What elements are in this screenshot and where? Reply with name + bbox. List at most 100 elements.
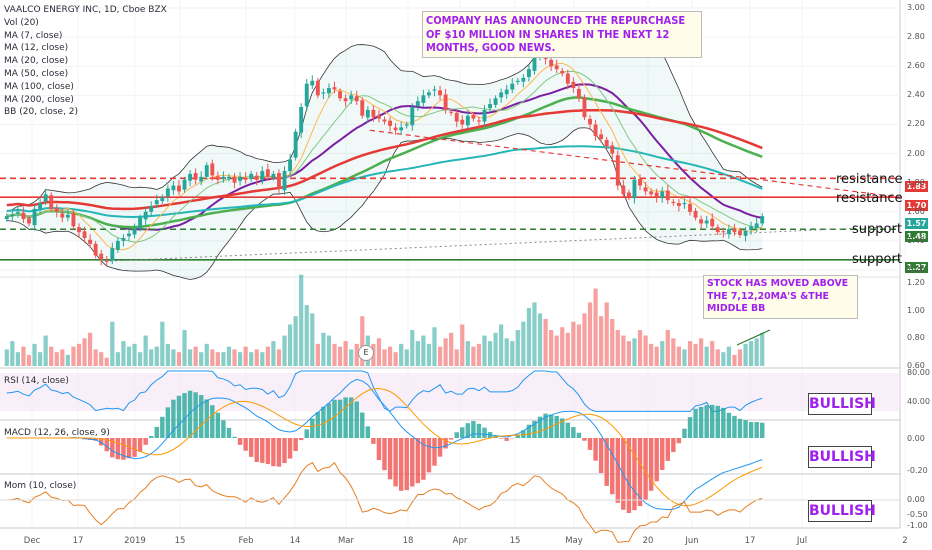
volume-bar [449,332,454,366]
price-tag-1.83: 1.83 [905,181,928,192]
volume-bar [110,321,115,366]
volume-bar [737,349,743,366]
volume-bar [421,335,426,366]
volume-bar [399,343,404,366]
macd-histogram-bar [660,438,665,470]
macd-histogram-bar [254,438,259,462]
candle-body [688,203,692,212]
legend-ma50[interactable]: MA (50, close) [4,68,69,79]
legend-ma7[interactable]: MA (7, close) [4,30,63,41]
candle-body [38,203,43,209]
candle-body [288,159,293,172]
legend-ma100[interactable]: MA (100, close) [4,81,74,92]
macd-histogram-bar [610,438,615,495]
candle-body [327,88,331,94]
macd-histogram-bar [576,432,582,438]
volume-bar [271,341,276,366]
volume-bar [54,352,59,366]
volume-bar [154,346,159,366]
mom-legend[interactable]: Mom (10, close) [4,481,77,491]
candle-body [460,119,465,125]
volume-bar [187,349,193,366]
volume-bar [210,349,215,366]
candle-body [599,134,604,139]
volume-bar [754,338,759,366]
candle-body [349,95,354,100]
volume-bar [132,343,137,366]
macd-histogram-bar [571,427,576,438]
macd-histogram-bar [426,438,432,473]
macd-histogram-bar [732,415,737,438]
candle-body [388,120,392,126]
macd-histogram-bar [743,420,748,438]
candle-body [188,173,193,181]
macd-histogram-bar [421,438,426,480]
macd-histogram-bar [215,412,221,438]
volume-bar [137,352,143,366]
macd-histogram-bar [615,438,621,503]
volume-bar [326,335,332,366]
macd-legend[interactable]: MACD (12, 26, close, 9) [4,428,110,438]
candle-body [371,109,376,118]
volume-bar [593,288,598,366]
macd-histogram-bar [498,438,504,439]
macd-histogram-bar [532,420,537,438]
price-tag-last: 1.57 [905,218,928,229]
macd-histogram-bar [310,418,315,438]
candle-body [504,89,509,95]
candle-body [638,178,642,186]
candle-body [121,237,126,241]
macd-histogram-bar [232,436,237,438]
ma-annotation: STOCK HAS MOVED ABOVE THE 7,12,20MA'S &T… [703,275,858,319]
volume-bar [387,346,393,366]
downtrend-line [369,129,901,198]
volume-bar [437,346,443,366]
candle-body [227,176,231,179]
macd-histogram-bar [432,438,437,466]
volume-bar [360,316,365,366]
volume-bar [21,346,26,366]
volume-bar [743,343,748,366]
macd-histogram-bar [471,421,476,438]
candle-body [160,197,165,202]
volume-bar [215,352,220,366]
macd-histogram-bar [260,438,265,463]
candle-body [354,96,359,102]
candle-body [204,165,209,177]
volume-bar [32,343,37,366]
rsi-legend[interactable]: RSI (14, close) [4,376,69,386]
candle-body [249,173,254,179]
candle-body [604,139,609,147]
time-tick-label: Mar [337,536,355,546]
macd-histogram-bar [293,438,298,451]
macd-histogram-bar [671,438,676,453]
ma-line-7 [6,62,763,251]
volume-bar [610,318,615,366]
macd-histogram-bar [526,424,532,438]
volume-bar [60,349,65,366]
macd-histogram-bar [126,438,132,459]
macd-histogram-bar [248,438,254,457]
candle-body [193,173,198,180]
legend-ma12[interactable]: MA (12, close) [4,43,69,54]
legend-ma200[interactable]: MA (200, close) [4,94,74,105]
volume-bar [404,349,409,366]
macd-histogram-bar [604,438,609,486]
candle-body [415,101,420,107]
price-tick-label: 2.20 [907,119,925,129]
macd-histogram-bar [154,426,159,438]
volume-bar [532,302,537,366]
legend-vol[interactable]: Vol (20) [4,17,39,28]
candle-body [127,233,131,237]
volume-bar [182,330,187,366]
volume-bar [143,335,148,366]
volume-bar [732,354,737,366]
earnings-event-icon[interactable]: E [358,345,374,361]
candle-body [277,173,281,189]
candle-body [21,212,26,220]
legend-bb[interactable]: BB (20, close, 2) [4,107,79,118]
volume-bar [443,338,448,366]
candle-body [660,191,665,199]
volume-bar [554,335,559,366]
legend-ma20[interactable]: MA (20, close) [4,56,69,67]
